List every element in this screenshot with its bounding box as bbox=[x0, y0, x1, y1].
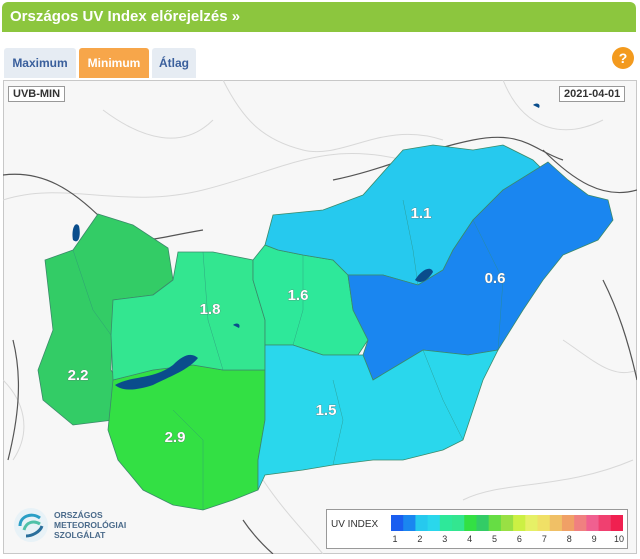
date-label: 2021-04-01 bbox=[559, 86, 626, 102]
legend-swatch bbox=[476, 515, 490, 531]
lakes bbox=[72, 103, 540, 390]
legend-swatch bbox=[610, 515, 623, 531]
legend-tick-label: 4 bbox=[467, 534, 473, 544]
legend-swatch bbox=[415, 515, 429, 531]
omsz-logo[interactable]: ORSZÁGOS METEOROLÓGIAI SZOLGÁLAT bbox=[12, 504, 132, 548]
legend-tick-label: 7 bbox=[541, 534, 547, 544]
legend-color-bar bbox=[391, 515, 623, 531]
omsz-logo-icon bbox=[14, 508, 48, 542]
logo-text: ORSZÁGOS METEOROLÓGIAI SZOLGÁLAT bbox=[54, 510, 127, 540]
region-values: 2.2 2.9 1.8 1.6 1.1 0.6 1.5 bbox=[67, 205, 506, 447]
legend-swatch bbox=[403, 515, 416, 531]
tab-minimum[interactable]: Minimum bbox=[79, 48, 149, 78]
county-lines bbox=[72, 199, 504, 510]
header-bar: Országos UV Index előrejelzés » bbox=[2, 2, 636, 32]
value-north: 1.1 bbox=[411, 205, 432, 222]
help-icon[interactable]: ? bbox=[612, 47, 634, 69]
value-central-west: 1.8 bbox=[200, 301, 221, 318]
legend-swatch bbox=[574, 515, 587, 531]
value-central: 1.6 bbox=[288, 287, 309, 304]
legend-tick-label: 1 bbox=[392, 534, 398, 544]
region-great-plain bbox=[257, 344, 499, 491]
legend-tick-label: 9 bbox=[591, 534, 597, 544]
legend-swatch bbox=[561, 515, 575, 531]
tab-maximum[interactable]: Maximum bbox=[4, 48, 76, 78]
legend-swatch bbox=[427, 515, 441, 531]
legend-swatch bbox=[549, 515, 563, 531]
legend-tick-label: 5 bbox=[492, 534, 498, 544]
lake-tisza bbox=[415, 268, 433, 283]
tab-average[interactable]: Átlag bbox=[152, 48, 196, 78]
legend-swatch bbox=[537, 515, 551, 531]
legend-swatch bbox=[391, 515, 404, 531]
hungary-regions bbox=[37, 144, 614, 511]
legend-tick-label: 6 bbox=[516, 534, 522, 544]
value-west: 2.2 bbox=[68, 367, 89, 384]
legend-tick-label: 2 bbox=[417, 534, 423, 544]
legend-title: UV INDEX bbox=[331, 519, 379, 530]
legend-swatch bbox=[452, 515, 465, 531]
legend-swatch bbox=[598, 515, 612, 531]
legend-tick-label: 10 bbox=[613, 534, 624, 544]
legend-tick-label: 3 bbox=[442, 534, 448, 544]
value-southwest: 2.9 bbox=[165, 429, 186, 446]
uv-map: 2.2 2.9 1.8 1.6 1.1 0.6 1.5 bbox=[3, 80, 637, 554]
parameter-label: UVB-MIN bbox=[8, 86, 66, 102]
legend-swatch bbox=[439, 515, 453, 531]
lake-balaton bbox=[115, 354, 198, 390]
uv-legend: UV INDEX 1 2 3 4 5 6 7 8 9 10 bbox=[326, 509, 628, 549]
value-great-plain: 1.5 bbox=[316, 402, 337, 419]
legend-swatch bbox=[500, 515, 514, 531]
legend-swatch bbox=[525, 515, 539, 531]
legend-swatch bbox=[488, 515, 502, 531]
value-northeast: 0.6 bbox=[485, 270, 506, 287]
background-terrain bbox=[3, 80, 637, 554]
page-title[interactable]: Országos UV Index előrejelzés » bbox=[10, 8, 241, 25]
legend-swatch bbox=[586, 515, 600, 531]
legend-tick-label: 8 bbox=[566, 534, 572, 544]
legend-swatch bbox=[464, 515, 477, 531]
legend-swatch bbox=[513, 515, 526, 531]
lake-ferto bbox=[72, 224, 80, 242]
